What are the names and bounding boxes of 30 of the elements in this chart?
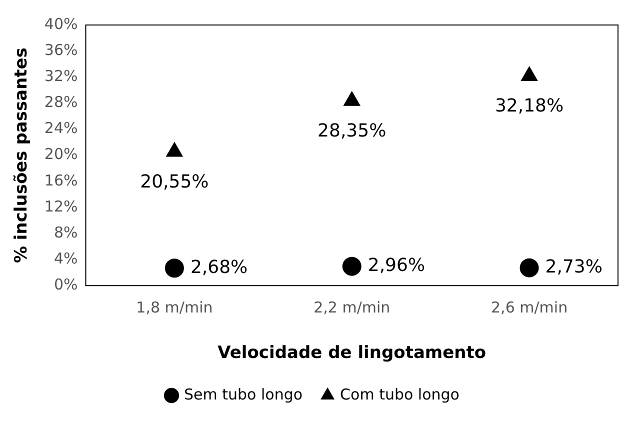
- point: [164, 258, 184, 278]
- data-label: 32,18%: [494, 96, 564, 117]
- y-tick-label: 24%: [44, 119, 78, 138]
- y-axis-title: % inclusões passantes: [12, 48, 32, 264]
- point: [342, 256, 362, 276]
- point: [520, 258, 539, 278]
- x-tick-label: 2,2 m/min: [314, 298, 390, 316]
- y-tick-label: 0%: [54, 275, 78, 294]
- x-tick-label: 2,6 m/min: [491, 298, 568, 316]
- y-tick-label: 36%: [44, 40, 78, 59]
- data-label: 2,68%: [190, 256, 248, 278]
- y-tick-label: 4%: [54, 249, 78, 268]
- point: [520, 66, 538, 81]
- legend-label: Sem tubo longo: [184, 385, 303, 404]
- y-tick-label: 20%: [44, 145, 78, 164]
- x-axis-title: Velocidade de lingotamento: [218, 343, 486, 364]
- y-tick-label: 16%: [44, 171, 78, 190]
- x-tick-label: 1,8 m/min: [136, 298, 213, 316]
- point: [344, 91, 360, 106]
- data-label: 2,73%: [545, 256, 602, 278]
- data-label: 28,35%: [318, 120, 386, 142]
- y-tick-label: 40%: [44, 14, 78, 33]
- data-label: 2,96%: [368, 254, 426, 276]
- data-label: 20,55%: [140, 171, 209, 192]
- y-tick-label: 28%: [44, 93, 78, 112]
- legend-label: Com tubo longo: [340, 385, 460, 404]
- point: [166, 142, 183, 157]
- y-tick-label: 12%: [44, 197, 78, 216]
- y-tick-label: 8%: [54, 223, 78, 242]
- y-tick-label: 32%: [44, 67, 78, 86]
